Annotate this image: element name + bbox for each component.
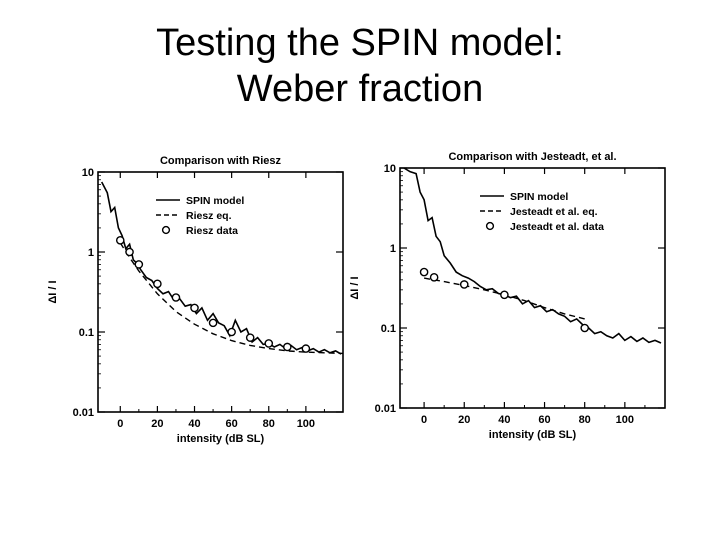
- series-jesteadt-et-al-data-point: [459, 280, 469, 289]
- series-jesteadt-et-al-data-point: [580, 323, 589, 333]
- x-tick-label: 80: [263, 418, 275, 430]
- x-tick-label: 100: [297, 418, 315, 430]
- y-axis-label: ΔI / I: [47, 280, 59, 303]
- series-jesteadt-et-al-data-point: [429, 273, 439, 282]
- y-tick-label: 0.1: [79, 327, 94, 339]
- x-axis-label: intensity (dB SL): [489, 429, 577, 441]
- y-tick-label: 0.01: [375, 403, 396, 415]
- y-tick-label: 1: [390, 243, 396, 255]
- chart-riesz: Comparison with Riesz 0 20 40 60 80 100 0.01 0.1…: [47, 155, 344, 445]
- series-riesz-data-point: [115, 236, 125, 245]
- chart-jesteadt: Comparison with Jesteadt, et al. 0 20 40 60 8…: [349, 151, 666, 441]
- series-riesz-data-point: [134, 260, 144, 269]
- slide-title-line-2: Weber fraction: [236, 68, 484, 110]
- series-riesz-data-point: [208, 318, 218, 328]
- y-tick-label: 10: [82, 167, 94, 179]
- series-riesz-data-point: [264, 339, 274, 348]
- y-tick-label: 0.01: [73, 407, 94, 419]
- slide-title-line-1: Testing the SPIN model:: [156, 22, 564, 64]
- y-tick-label: 10: [384, 163, 396, 175]
- y-tick-label: 1: [88, 247, 94, 259]
- y-axis-label: ΔI / I: [349, 276, 361, 299]
- chart-title: Comparison with Jesteadt, et al.: [448, 151, 616, 163]
- plot-frame: [399, 167, 666, 409]
- y-tick-label: 0.1: [381, 323, 396, 335]
- legend-jesteadt-et-al-eq-label: Jesteadt et al. eq.: [510, 206, 598, 218]
- x-tick-label: 0: [421, 414, 427, 426]
- series-riesz-data-point: [245, 333, 255, 342]
- series-jesteadt-et-al-data-point: [500, 290, 509, 300]
- x-tick-label: 60: [226, 418, 238, 430]
- x-tick-label: 60: [538, 414, 550, 426]
- x-tick-label: 40: [188, 418, 200, 430]
- x-tick-label: 40: [498, 414, 510, 426]
- slide-title: Testing the SPIN model: Weber fraction: [0, 20, 720, 112]
- plot-frame: [97, 171, 344, 413]
- series-riesz-data-point: [190, 303, 199, 313]
- x-tick-label: 80: [579, 414, 591, 426]
- x-axis-label: intensity (dB SL): [177, 433, 265, 445]
- series-riesz-data-point: [227, 327, 236, 337]
- x-tick-label: 0: [117, 418, 123, 430]
- series-riesz-eq-line: [119, 242, 344, 355]
- legend-spin-model-label: SPIN model: [186, 195, 244, 207]
- series-riesz-data-point: [153, 279, 162, 289]
- legend-spin-model-label: SPIN model: [510, 191, 568, 203]
- x-tick-label: 20: [458, 414, 470, 426]
- series-spin-model-line: [403, 167, 662, 344]
- series-riesz-data-point: [171, 293, 181, 302]
- x-tick-label: 20: [151, 418, 163, 430]
- legend-jesteadt-et-al-data-label: Jesteadt et al. data: [510, 221, 604, 233]
- chart-title: Comparison with Riesz: [160, 155, 282, 167]
- series-riesz-data-point: [125, 247, 134, 257]
- series-riesz-data-point: [301, 344, 311, 353]
- x-tick-label: 100: [616, 414, 634, 426]
- series-jesteadt-et-al-data-point: [419, 267, 429, 277]
- legend-riesz-data-marker: [161, 225, 171, 235]
- series-riesz-data-point: [283, 342, 292, 352]
- legend-riesz-eq-label: Riesz eq.: [186, 210, 232, 222]
- legend-riesz-data-label: Riesz data: [186, 225, 238, 237]
- legend-jesteadt-et-al-data-marker: [485, 221, 495, 231]
